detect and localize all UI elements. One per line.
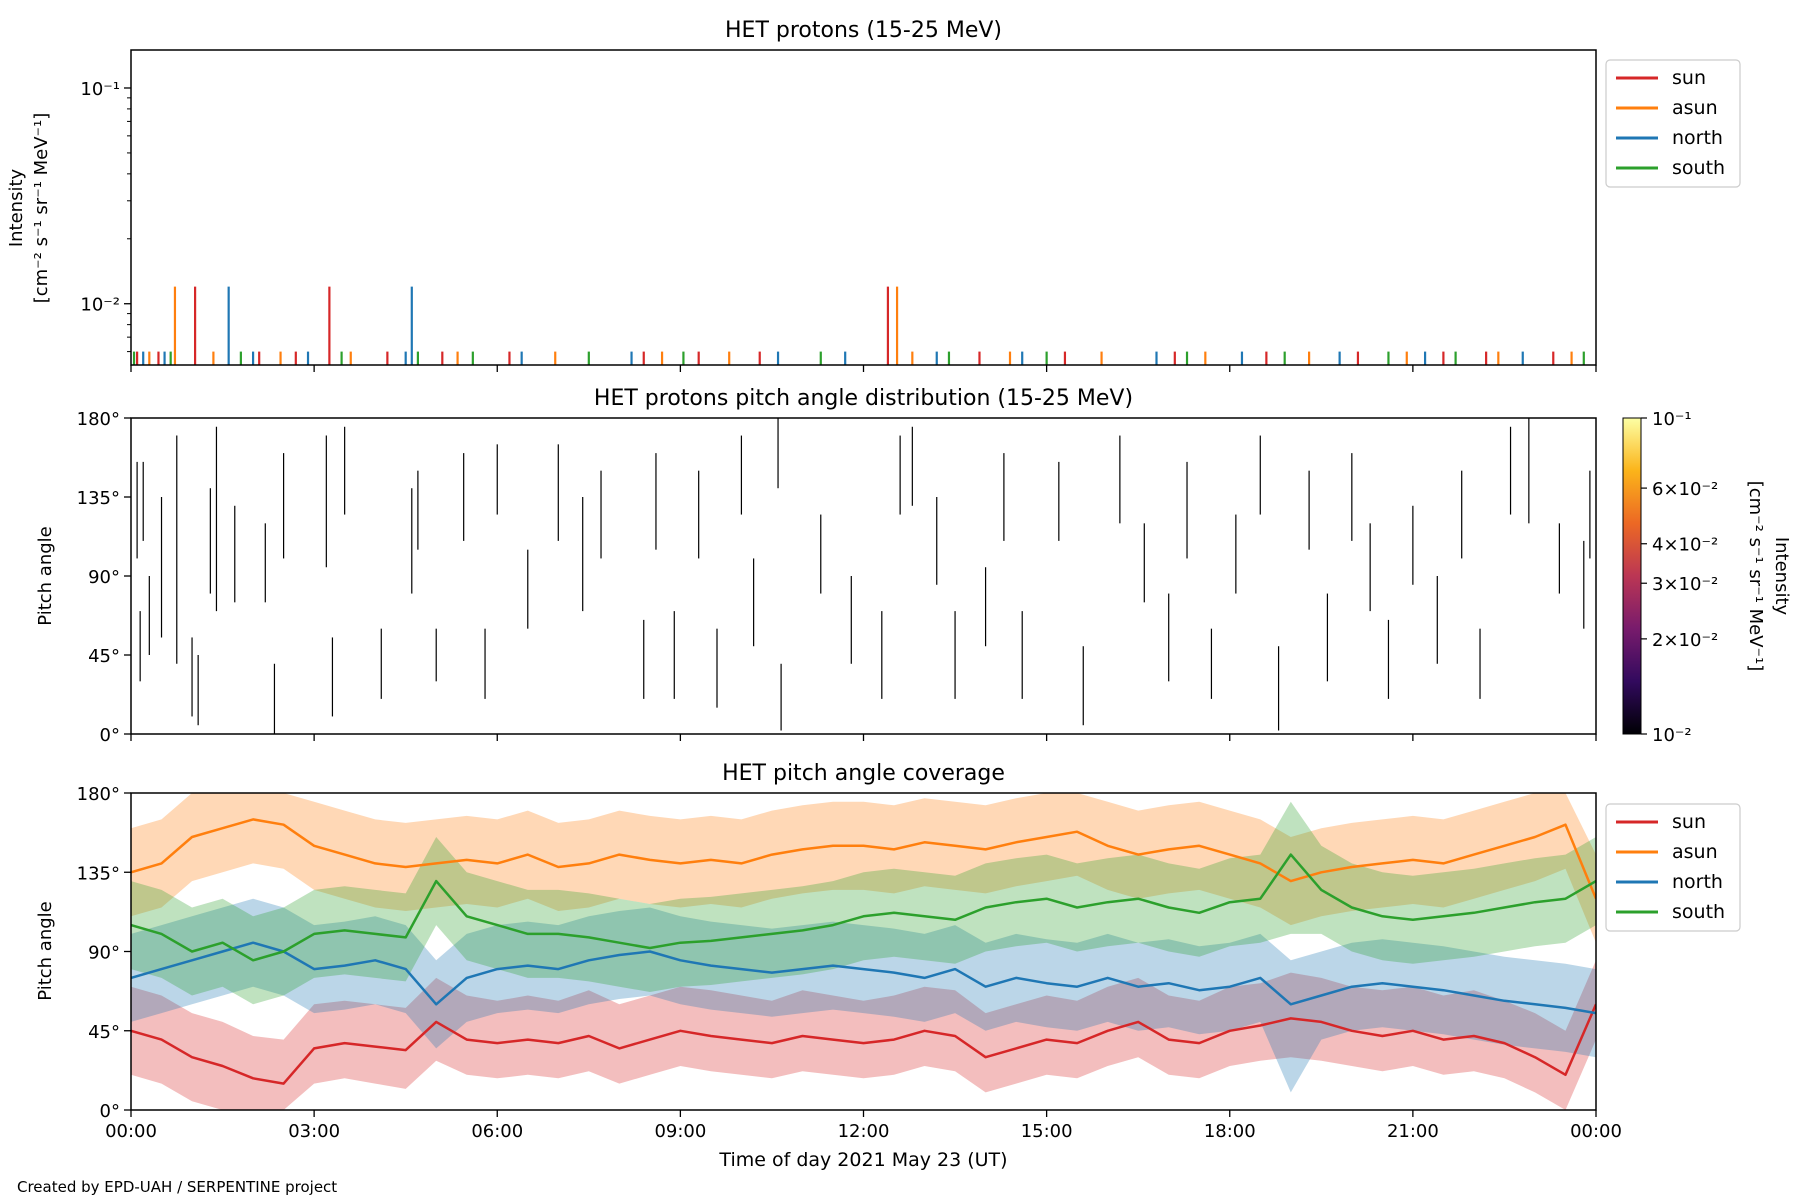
colorbar-label: Intensity [1771, 537, 1792, 616]
pitch-angle-distribution-panel: HET protons pitch angle distribution (15… [35, 386, 1792, 746]
pitch-angle-coverage-panel: HET pitch angle coverage 0° 45° 90° 135° 180… [35, 761, 1741, 1171]
distribution-y-axis-label: Pitch angle [35, 526, 56, 625]
coverage-legend: sun asun north south [1605, 803, 1741, 932]
legend-label-south: south [1672, 157, 1725, 179]
distribution-segments [136, 418, 1591, 734]
intensity-y-ticks: 10⁻¹ 10⁻² [80, 79, 131, 353]
y-tick-label: 10⁻² [80, 295, 120, 316]
north-coverage-band [131, 898, 1596, 1093]
legend-label-north: north [1672, 871, 1723, 893]
y-tick-label: 0° [100, 725, 120, 746]
intensity-panel-title: HET protons (15-25 MeV) [725, 18, 1002, 43]
north-line [131, 941, 1596, 1015]
asun-coverage-band [131, 793, 1596, 943]
y-tick-label: 90° [88, 943, 120, 964]
credit-footnote: Created by EPD-UAH / SERPENTINE project [17, 1178, 338, 1196]
sun-line [131, 1003, 1596, 1085]
y-tick-label: 45° [88, 1022, 120, 1043]
south-coverage-band [131, 801, 1596, 1005]
x-tick-label: 09:00 [654, 1121, 706, 1142]
x-axis-label: Time of day 2021 May 23 (UT) [718, 1149, 1007, 1171]
x-tick-label: 15:00 [1021, 1121, 1073, 1142]
sun-coverage-band [131, 960, 1596, 1110]
colorbar-tick-label: 2×10⁻² [1652, 630, 1718, 651]
coverage-y-axis-label: Pitch angle [35, 901, 56, 1000]
distribution-plot-frame [130, 417, 1597, 735]
y-tick-label: 135° [77, 488, 120, 509]
colorbar-ticks: 10⁻¹ 6×10⁻² 4×10⁻² 3×10⁻² 2×10⁻² 10⁻² [1641, 409, 1718, 746]
legend-label-sun: sun [1672, 811, 1706, 833]
distribution-x-ticks [130, 734, 1597, 741]
legend-box [1605, 803, 1741, 932]
coverage-panel-title: HET pitch angle coverage [722, 761, 1005, 786]
coverage-y-ticks: 0° 45° 90° 135° 180° [77, 784, 131, 1122]
distribution-y-ticks: 0° 45° 90° 135° 180° [77, 409, 131, 746]
x-tick-label: 21:00 [1387, 1121, 1439, 1142]
x-tick-label: 00:00 [105, 1121, 157, 1142]
legend-label-north: north [1672, 127, 1723, 149]
x-tick-label: 03:00 [288, 1121, 340, 1142]
y-tick-label: 10⁻¹ [80, 79, 120, 100]
intensity-y-axis-label: Intensity [6, 168, 27, 247]
x-tick-label: 12:00 [838, 1121, 890, 1142]
x-tick-label: 06:00 [471, 1121, 523, 1142]
colorbar-tick-label: 6×10⁻² [1652, 479, 1718, 500]
coverage-plot-frame [130, 792, 1597, 1111]
x-tick-label: 00:00 [1570, 1121, 1622, 1142]
y-tick-label: 0° [100, 1101, 120, 1122]
intensity-legend: sun asun north south [1605, 59, 1741, 188]
y-tick-label: 180° [77, 784, 120, 805]
south-line [131, 853, 1596, 962]
y-tick-label: 45° [88, 646, 120, 667]
y-tick-label: 135° [77, 863, 120, 884]
distribution-panel-title: HET protons pitch angle distribution (15… [594, 386, 1133, 411]
legend-label-asun: asun [1672, 97, 1718, 119]
x-tick-label: 18:00 [1204, 1121, 1256, 1142]
intensity-x-ticks [130, 365, 1597, 372]
coverage-x-ticks: 00:00 03:00 06:00 09:00 12:00 15:00 18:00 21:00… [105, 1110, 1622, 1142]
y-tick-label: 90° [88, 567, 120, 588]
y-tick-label: 180° [77, 409, 120, 430]
legend-label-asun: asun [1672, 841, 1718, 863]
colorbar-unit: [cm⁻² s⁻¹ sr⁻¹ MeV⁻¹] [1745, 481, 1766, 672]
legend-label-south: south [1672, 901, 1725, 923]
coverage-series [131, 793, 1596, 1110]
legend-label-sun: sun [1672, 67, 1706, 89]
legend-box [1605, 59, 1741, 188]
colorbar-tick-label: 10⁻² [1652, 725, 1692, 746]
colorbar-tick-label: 3×10⁻² [1652, 574, 1718, 595]
colorbar: 10⁻¹ 6×10⁻² 4×10⁻² 3×10⁻² 2×10⁻² 10⁻² Intensi… [1622, 409, 1792, 746]
intensity-plot-frame [130, 49, 1597, 366]
colorbar-tick-label: 4×10⁻² [1652, 535, 1718, 556]
colorbar-tick-label: 10⁻¹ [1652, 409, 1692, 430]
asun-line [131, 818, 1596, 900]
colorbar-gradient [1622, 417, 1642, 735]
intensity-spikes [132, 286, 1585, 365]
intensity-y-axis-unit: [cm⁻² s⁻¹ sr⁻¹ MeV⁻¹] [31, 113, 52, 304]
intensity-panel: HET protons (15-25 MeV) 10⁻¹ 10⁻² Intensi… [6, 18, 1741, 372]
